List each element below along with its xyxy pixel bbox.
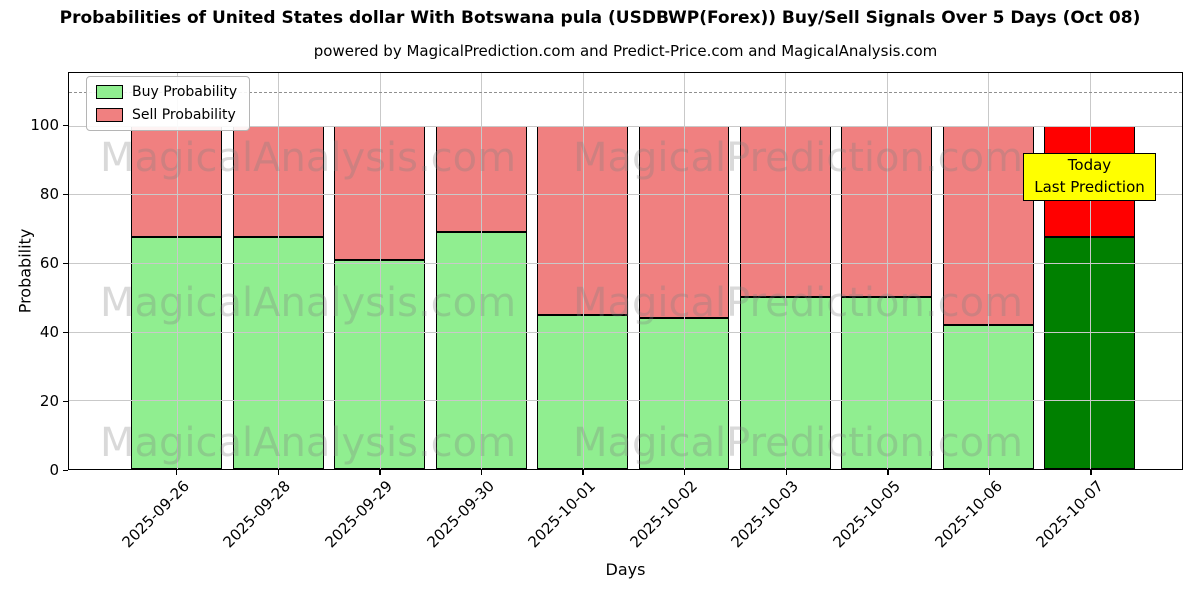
y-tick-mark <box>63 124 68 126</box>
x-tick-mark <box>988 470 991 475</box>
today-annotation-line: Last Prediction <box>1034 178 1145 196</box>
x-tick-label: 2025-09-26 <box>118 477 193 552</box>
x-tick-mark <box>1090 470 1092 475</box>
watermark-text: MagicalAnalysis.com <box>100 420 517 466</box>
watermark-text: MagicalPrediction.com <box>573 420 1023 466</box>
gridline-vertical <box>582 73 584 469</box>
y-tick-mark <box>63 262 68 264</box>
y-tick-mark <box>63 400 68 402</box>
y-tick-mark <box>63 193 68 195</box>
gridline-vertical <box>683 73 685 469</box>
threshold-dashed-line <box>69 91 1182 93</box>
x-tick-mark <box>887 470 889 475</box>
bar-2025-10-05 <box>841 125 933 469</box>
y-tick-label: 20 <box>39 392 59 411</box>
legend-color-swatch-icon <box>96 108 123 122</box>
x-tick-mark <box>785 470 787 475</box>
watermark-text: MagicalPrediction.com <box>573 135 1023 181</box>
y-tick-label: 0 <box>49 461 59 479</box>
today-annotation-line: Today <box>1067 156 1112 175</box>
x-tick-label: 2025-10-01 <box>524 477 600 552</box>
y-tick-mark <box>63 331 68 333</box>
x-tick-mark <box>480 470 483 475</box>
x-tick-label: 2025-10-05 <box>829 477 904 552</box>
bar-segment-buy <box>232 237 324 469</box>
x-tick-mark <box>277 470 279 475</box>
x-tick-label: 2025-10-03 <box>727 477 803 552</box>
x-tick-mark <box>684 470 686 475</box>
chart-subtitle: powered by MagicalPrediction.com and Pre… <box>313 42 938 60</box>
watermark-text: MagicalPrediction.com <box>573 280 1023 326</box>
gridline-vertical <box>785 73 787 469</box>
y-tick-label: 60 <box>39 254 59 273</box>
y-tick-label: 40 <box>39 323 59 342</box>
x-tick-label: 2025-09-28 <box>220 477 295 552</box>
x-tick-label: 2025-09-29 <box>321 477 396 552</box>
x-tick-mark <box>176 470 178 475</box>
chart-title: Probabilities of United States dollar Wi… <box>59 8 1141 28</box>
x-tick-label: 2025-10-07 <box>1032 477 1108 552</box>
legend-label: Buy Probability <box>132 84 238 100</box>
legend-item: Buy Probability <box>96 84 237 100</box>
watermark-text: MagicalAnalysis.com <box>100 280 517 326</box>
bar-segment-sell <box>841 125 933 298</box>
x-tick-label: 2025-10-06 <box>931 477 1006 552</box>
gridline-vertical <box>278 73 280 469</box>
gridline-horizontal <box>69 125 1182 127</box>
legend-label: Sell Probability <box>132 107 236 123</box>
gridline-horizontal <box>69 263 1182 265</box>
watermark-text: MagicalAnalysis.com <box>100 135 517 181</box>
y-tick-mark <box>63 469 68 471</box>
legend-item: Sell Probability <box>96 107 237 123</box>
gridline-vertical <box>379 73 381 469</box>
gridline-horizontal <box>69 194 1182 196</box>
gridline-vertical <box>176 73 178 469</box>
x-tick-label: 2025-10-02 <box>626 477 701 552</box>
bar-segment-sell <box>232 125 324 238</box>
x-tick-mark <box>379 470 381 475</box>
gridline-vertical <box>988 73 990 469</box>
bar-2025-09-28 <box>232 125 324 469</box>
today-annotation: Today Last Prediction <box>1023 153 1156 201</box>
bar-segment-sell <box>537 125 628 315</box>
y-tick-label: 80 <box>39 185 59 204</box>
gridline-horizontal <box>69 331 1182 333</box>
x-tick-label: 2025-09-30 <box>423 477 498 552</box>
bar-segment-buy <box>841 297 933 469</box>
gridline-horizontal <box>69 400 1182 402</box>
plot-area: Buy Probability Sell Probability Today La… <box>68 72 1183 470</box>
y-tick-label: 100 <box>30 116 59 135</box>
gridline-vertical <box>1089 73 1091 469</box>
legend: Buy Probability Sell Probability <box>86 76 251 131</box>
gridline-vertical <box>481 73 483 469</box>
bar-segment-buy <box>537 314 628 469</box>
gridline-vertical <box>886 73 888 469</box>
x-axis-label: Days <box>605 560 646 579</box>
x-tick-mark <box>582 470 584 475</box>
legend-color-swatch-icon <box>96 85 123 99</box>
bar-2025-10-01 <box>537 125 628 469</box>
